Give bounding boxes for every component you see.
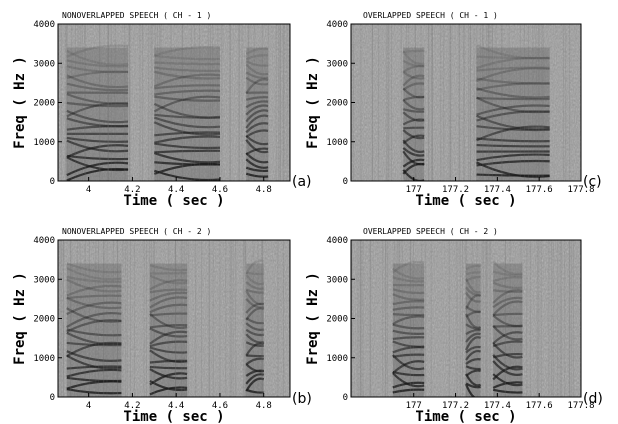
x-tick-label: 177.6 [526,401,553,411]
panel-letter: (d) [583,391,603,407]
y-tick-label: 4000 [326,236,348,246]
panel-title: NONOVERLAPPED SPEECH ( CH - 2 ) [62,227,211,236]
x-tick-label: 4.8 [256,185,272,195]
y-tick-label: 2000 [326,99,348,109]
panel-letter: (c) [583,174,602,190]
y-tick-label: 1000 [326,138,348,148]
voiced-region [493,262,522,397]
y-axis-label: Freq ( Hz ) [12,56,28,149]
spectrogram-image [351,24,581,181]
x-tick-label: 4 [86,185,91,195]
panel-letter: (a) [292,174,312,190]
voiced-region [466,264,481,399]
y-tick-label: 1000 [33,354,55,364]
x-tick-label: 4.8 [256,401,272,411]
y-tick-label: 2000 [33,99,55,109]
panel-title: OVERLAPPED SPEECH ( CH - 1 ) [363,11,498,20]
y-tick-label: 1000 [326,354,348,364]
y-tick-label: 0 [50,393,55,403]
y-tick-label: 3000 [326,275,348,285]
y-tick-label: 0 [343,177,348,187]
x-tick-label: 4 [86,401,91,411]
x-tick-label: 177.6 [526,185,553,195]
spectrogram-image [351,240,581,399]
y-tick-label: 4000 [33,236,55,246]
panel-letter: (b) [292,391,312,407]
x-axis-label: Time ( sec ) [415,193,516,209]
y-tick-label: 0 [50,177,55,187]
y-tick-label: 0 [343,393,348,403]
y-tick-label: 1000 [33,138,55,148]
y-tick-label: 3000 [326,59,348,69]
voiced-region [67,46,128,181]
y-tick-label: 4000 [326,20,348,30]
x-axis-label: Time ( sec ) [415,409,516,424]
voiced-region [246,260,264,397]
y-axis-label: Freq ( Hz ) [305,56,321,149]
y-tick-label: 3000 [33,275,55,285]
y-axis-label: Freq ( Hz ) [12,272,28,365]
y-tick-label: 2000 [326,315,348,325]
panel-title: OVERLAPPED SPEECH ( CH - 2 ) [363,227,498,236]
voiced-region [246,48,268,181]
y-tick-label: 3000 [33,59,55,69]
spectrogram-image [58,24,290,181]
x-axis-label: Time ( sec ) [123,193,224,209]
y-tick-label: 2000 [33,315,55,325]
panel-title: NONOVERLAPPED SPEECH ( CH - 1 ) [62,11,211,20]
spectrogram-image [58,240,290,397]
x-axis-label: Time ( sec ) [123,409,224,424]
y-axis-label: Freq ( Hz ) [305,272,321,365]
y-tick-label: 4000 [33,20,55,30]
